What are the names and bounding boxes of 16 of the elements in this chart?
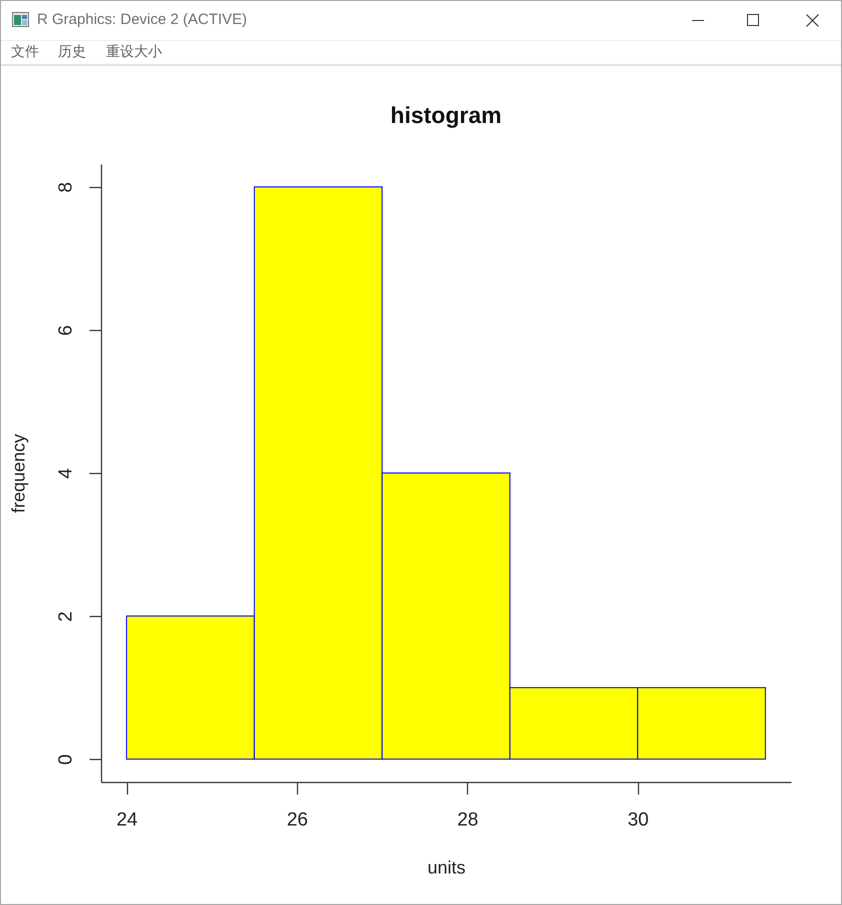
- y-tick-label: 2: [56, 611, 76, 622]
- y-tick-label: 0: [56, 754, 76, 765]
- x-axis-title: units: [427, 858, 466, 878]
- y-tick-label: 4: [56, 468, 76, 479]
- y-tick-label: 6: [56, 325, 76, 336]
- chart-title: histogram: [390, 102, 502, 128]
- text: R Graphics: Device 2 (ACTIVE): [37, 11, 248, 29]
- x-tick-label: 26: [286, 810, 308, 830]
- text: 文件: [11, 44, 39, 61]
- y-axis-title: frequency: [8, 434, 28, 514]
- text: 历史: [58, 44, 86, 61]
- text: 重设大小: [106, 44, 162, 61]
- x-tick-label: 28: [457, 810, 478, 830]
- x-tick-label: 30: [628, 810, 649, 830]
- x-tick-label: 24: [116, 810, 138, 830]
- y-tick-label: 8: [56, 182, 76, 193]
